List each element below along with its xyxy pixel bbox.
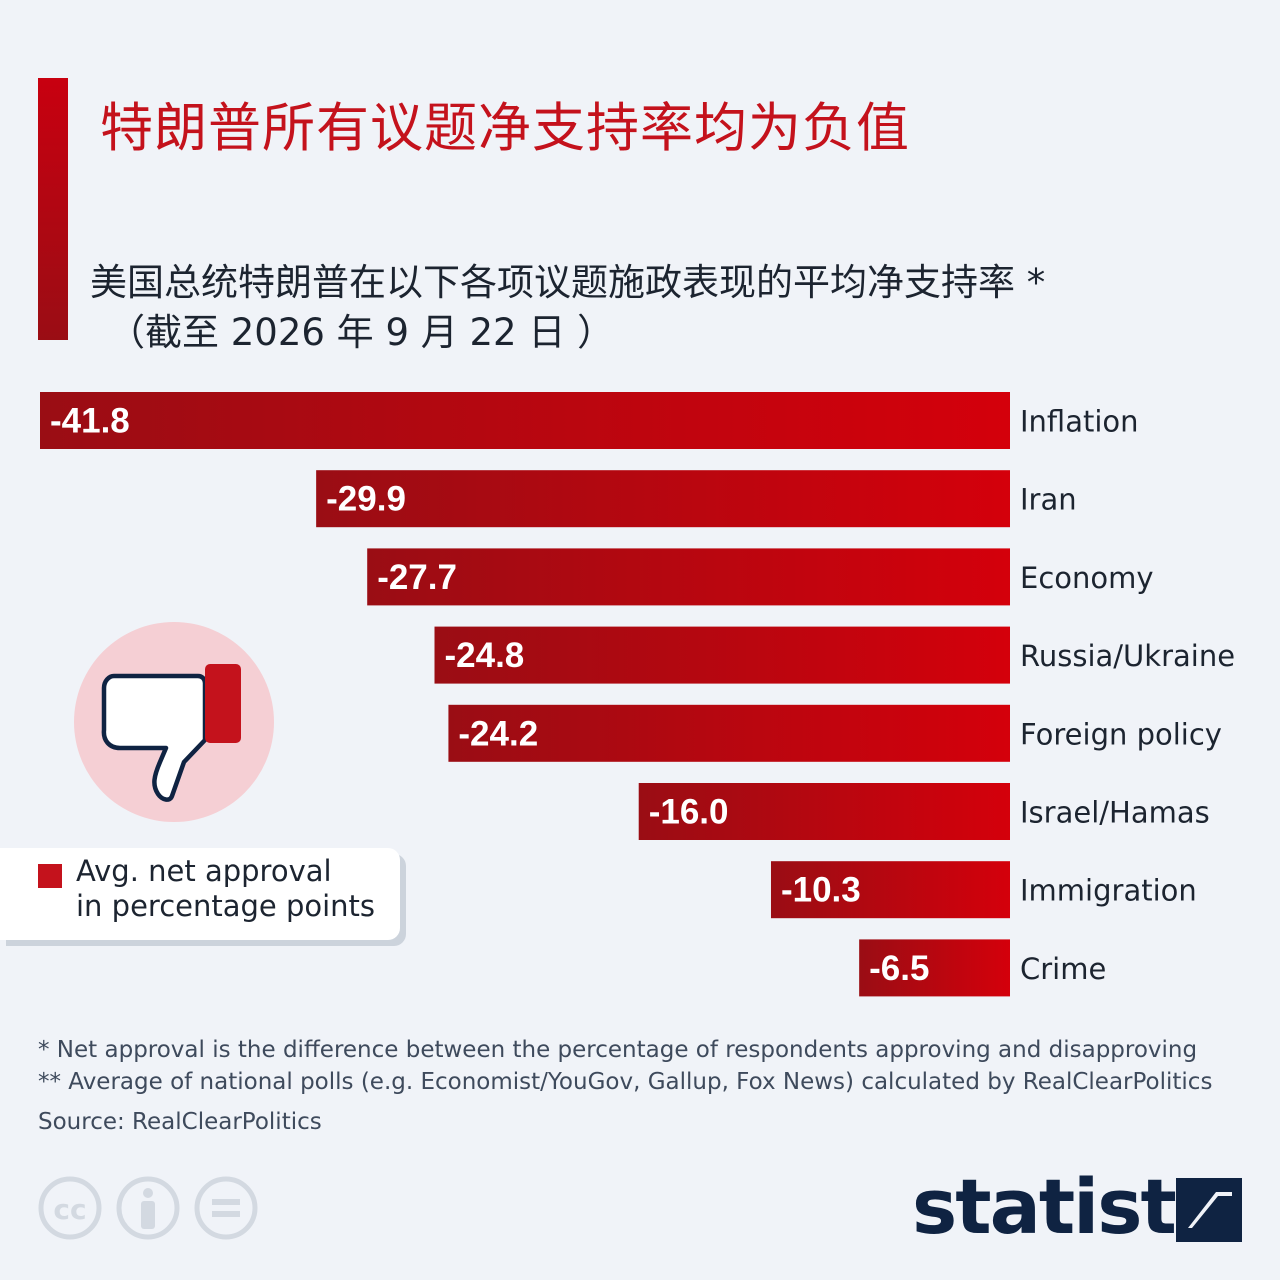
category-label-foreign-policy: Foreign policy [1020,717,1222,751]
category-label-israel-hamas: Israel/Hamas [1020,796,1210,830]
subtitle-line-2: （截至 2026 年 9 月 22 日 ） [108,311,615,354]
category-label-economy: Economy [1020,561,1154,595]
statista-logo-mark [1176,1178,1242,1242]
value-label-foreign-policy: -24.2 [458,714,538,753]
value-label-economy: -27.7 [377,558,457,597]
thumbs-down-badge [74,622,274,822]
chart-subtitle: 美国总统特朗普在以下各项议题施政表现的平均净支持率 * （截至 2026 年 9… [90,258,1260,358]
bar-iran [316,470,1010,528]
legend-label: Avg. net approval in percentage points [76,854,376,923]
license-icons[interactable]: cc [38,1176,268,1246]
statista-logo[interactable]: statista [912,1162,1226,1251]
footnotes: * Net approval is the difference between… [38,1034,1268,1138]
bar-russia-ukraine [434,626,1010,684]
legend: Avg. net approval in percentage points [0,848,400,940]
value-label-israel-hamas: -16.0 [649,793,729,832]
bars-group: -41.8 Inflation -29.9 Iran -27.7 Economy -24.8… [40,392,1235,997]
category-label-immigration: Immigration [1020,874,1197,908]
svg-text:cc: cc [53,1193,86,1226]
footnote-net-approval: * Net approval is the difference between… [38,1037,1198,1063]
value-label-crime: -6.5 [869,949,929,988]
thumbs-down-icon [101,664,241,802]
attribution-icon[interactable] [116,1176,180,1240]
legend-swatch [38,864,62,888]
value-label-immigration: -10.3 [781,871,861,910]
value-label-iran: -29.9 [326,480,406,519]
bar-chart: -41.8 Inflation -29.9 Iran -27.7 Economy -24.8… [40,392,1235,997]
bar-foreign-policy [448,704,1011,762]
footnote-average-polls: ** Average of national polls (e.g. Econo… [38,1069,1213,1095]
subtitle-line-1: 美国总统特朗普在以下各项议题施政表现的平均净支持率 * [90,261,1046,304]
no-derivatives-icon[interactable] [194,1176,258,1240]
source-note: Source: RealClearPolitics [38,1109,322,1135]
bar-immigration [770,861,1010,919]
value-label-russia-ukraine: -24.8 [444,636,524,675]
title-accent-bar [38,78,68,340]
category-label-crime: Crime [1020,952,1106,986]
bar-inflation [40,392,1010,449]
chart-title: 特朗普所有议题净支持率均为负值 [100,98,910,159]
bar-economy [367,548,1011,606]
category-label-iran: Iran [1020,483,1077,517]
category-label-russia-ukraine: Russia/Ukraine [1020,639,1235,673]
bar-crime [859,939,1010,997]
value-label-inflation: -41.8 [50,402,130,441]
category-label-inflation: Inflation [1020,405,1139,439]
cc-icon[interactable]: cc [38,1176,102,1240]
bar-israel-hamas [638,783,1010,840]
